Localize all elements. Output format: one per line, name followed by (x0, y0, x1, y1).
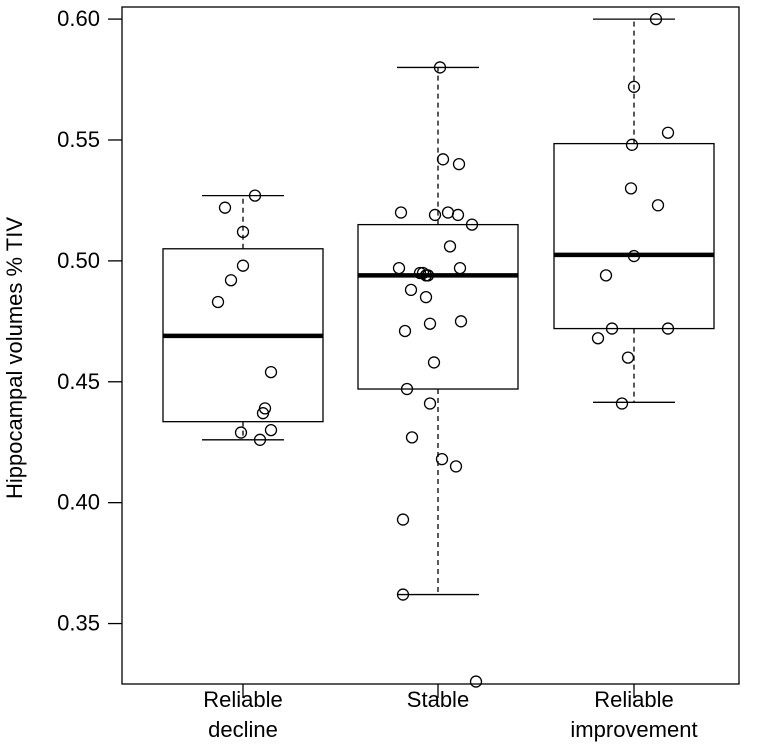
data-point (419, 290, 433, 304)
data-point (396, 588, 410, 601)
data-point (421, 269, 435, 282)
data-point (234, 426, 248, 439)
data-point (218, 201, 232, 214)
data-point (236, 225, 250, 239)
data-point (451, 208, 465, 222)
y-tick-label: 0.50 (57, 248, 100, 273)
data-point (651, 199, 665, 212)
plot-area: 0.35 0.40 0.45 0.50 0.55 0.60 Reliable decline S… (57, 6, 740, 742)
data-point (591, 332, 605, 345)
iqr-box (357, 223, 519, 390)
data-point (394, 206, 408, 219)
data-point (404, 283, 418, 297)
data-point (398, 324, 412, 338)
data-point (427, 356, 441, 369)
data-point (211, 295, 225, 309)
x-tick-label: Reliable (594, 687, 674, 712)
y-axis-label: Hippocampal volumes % TIV (2, 217, 27, 499)
data-point (625, 138, 639, 151)
data-point (621, 351, 635, 364)
data-point (264, 423, 278, 437)
y-tick-label: 0.60 (57, 6, 100, 31)
data-point (661, 322, 675, 335)
y-tick-label: 0.40 (57, 490, 100, 515)
x-tick-label: decline (208, 717, 278, 742)
data-point (627, 249, 641, 263)
plot-frame (121, 6, 740, 685)
data-point (661, 126, 675, 139)
data-point (436, 153, 450, 166)
x-tick-label: improvement (570, 717, 697, 742)
data-point (248, 189, 262, 202)
data-point (627, 80, 641, 93)
data-point (615, 397, 629, 410)
data-point (452, 158, 466, 171)
data-point (605, 322, 619, 335)
data-point (256, 407, 270, 420)
y-tick-label: 0.45 (57, 369, 100, 394)
data-point (443, 240, 457, 253)
data-point (624, 182, 638, 195)
iqr-box (553, 142, 715, 330)
y-tick-label: 0.55 (57, 127, 100, 152)
data-point (428, 208, 442, 222)
data-point (400, 382, 414, 396)
data-point (454, 315, 468, 328)
data-point (453, 261, 467, 275)
data-point (599, 269, 613, 282)
data-point (253, 433, 267, 446)
data-point (236, 259, 250, 272)
data-point (392, 261, 406, 275)
data-point (396, 513, 410, 526)
data-point (423, 397, 437, 410)
data-point (441, 206, 455, 219)
data-point (435, 452, 449, 466)
data-point (649, 12, 663, 26)
x-tick-label: Stable (407, 687, 469, 712)
data-point (469, 675, 483, 688)
y-tick-label: 0.35 (57, 611, 100, 636)
data-point (413, 266, 427, 280)
x-tick-label: Reliable (203, 687, 283, 712)
data-point (405, 431, 419, 444)
data-point (449, 460, 463, 473)
data-point (465, 218, 479, 231)
data-point (224, 274, 238, 287)
data-point (433, 61, 447, 74)
data-point (423, 317, 437, 330)
data-point (264, 365, 278, 379)
